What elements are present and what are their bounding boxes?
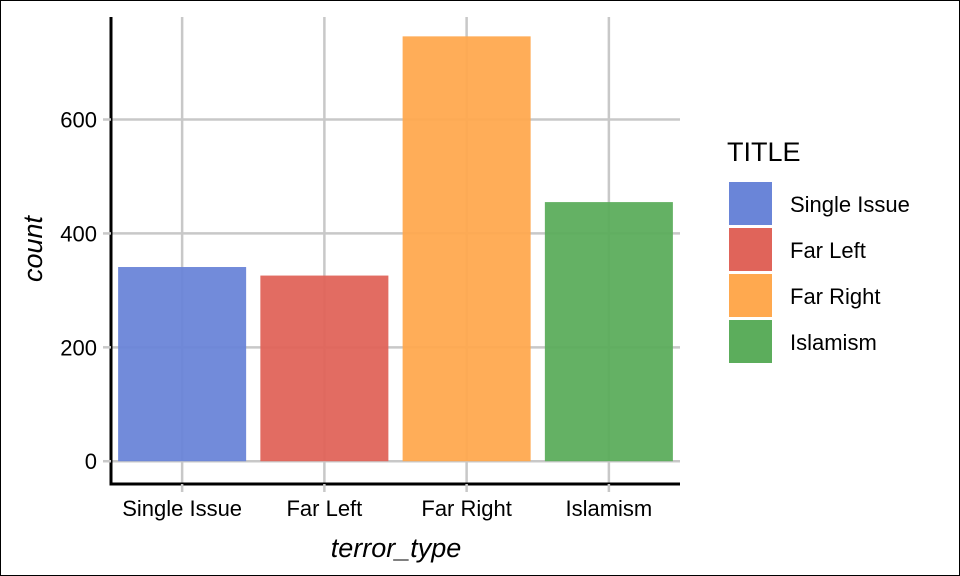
bar-far-left [260, 275, 389, 462]
legend: TITLE Single Issue Far Left Far Right Islam… [727, 137, 910, 363]
x-tick-label: Islamism [565, 496, 652, 521]
x-tick-label: Far Right [421, 496, 511, 521]
axes [109, 17, 680, 486]
x-tick-label: Single Issue [122, 496, 242, 521]
y-tick-label: 600 [60, 108, 97, 133]
legend-swatch [729, 320, 772, 363]
y-axis-title: count [18, 214, 48, 282]
bar-far-right [402, 36, 531, 462]
legend-title: TITLE [727, 137, 801, 167]
x-axis-title: terror_type [331, 533, 462, 563]
bar-islamism [544, 202, 673, 462]
x-ticks: Single Issue Far Left Far Right Islamism [122, 484, 652, 521]
legend-swatch [729, 182, 772, 225]
legend-label: Far Left [790, 238, 866, 263]
y-tick-label: 400 [60, 221, 97, 246]
legend-items: Single Issue Far Left Far Right Islamism [729, 182, 910, 363]
legend-label: Single Issue [790, 192, 910, 217]
legend-swatch [729, 274, 772, 317]
legend-label: Far Right [790, 284, 880, 309]
bars [118, 36, 673, 462]
bar-single-issue [118, 267, 247, 462]
legend-swatch [729, 228, 772, 271]
x-tick-label: Far Left [286, 496, 362, 521]
y-ticks: 0 200 400 600 [60, 108, 111, 474]
y-tick-label: 0 [85, 449, 97, 474]
y-tick-label: 200 [60, 335, 97, 360]
legend-label: Islamism [790, 330, 877, 355]
